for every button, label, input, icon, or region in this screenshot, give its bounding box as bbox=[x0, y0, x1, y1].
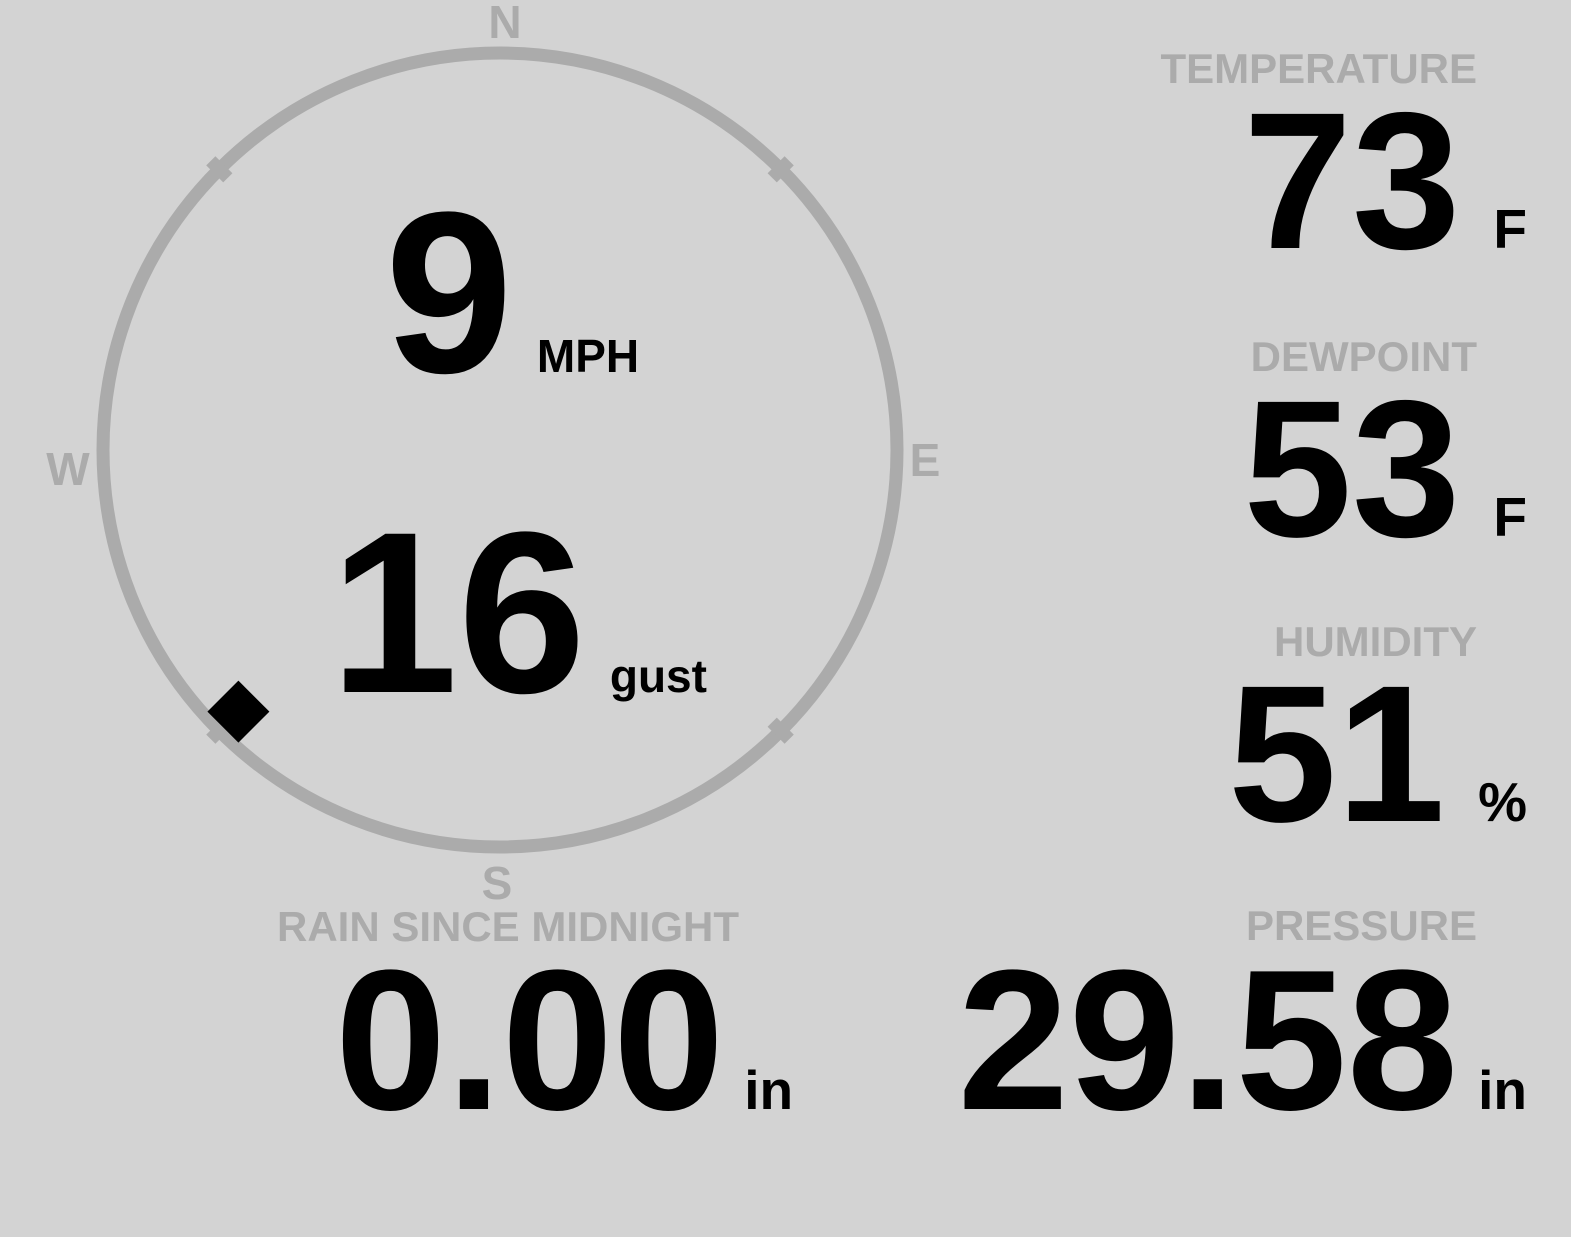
dewpoint-unit: F bbox=[1493, 486, 1527, 548]
dewpoint-value-row: 53 F bbox=[1243, 372, 1527, 567]
rain-unit: in bbox=[744, 1059, 794, 1121]
pressure-value: 29.58 bbox=[957, 929, 1459, 1152]
wind-speed-unit: MPH bbox=[536, 330, 640, 382]
humidity-value-row: 51 % bbox=[1228, 657, 1527, 852]
wind-compass bbox=[96, 46, 904, 854]
cardinal-east: E bbox=[909, 434, 941, 486]
compass-ring bbox=[96, 46, 904, 854]
humidity-block: HUMIDITY 51 % bbox=[1228, 621, 1527, 852]
tick-se bbox=[767, 717, 794, 744]
temperature-value-row: 73 F bbox=[1243, 84, 1527, 279]
temperature-value: 73 bbox=[1243, 72, 1461, 290]
wind-speed: 9 MPH bbox=[385, 178, 639, 408]
temperature-unit: F bbox=[1493, 198, 1527, 260]
cardinal-north: N bbox=[488, 0, 522, 48]
wind-gust-value: 16 bbox=[330, 484, 586, 741]
wind-direction-diamond-icon bbox=[207, 680, 270, 743]
wind-gust-unit: gust bbox=[609, 650, 707, 702]
temperature-block: TEMPERATURE 73 F bbox=[1160, 48, 1527, 279]
wind-gust: 16 gust bbox=[330, 498, 707, 728]
cardinal-west: W bbox=[46, 443, 90, 495]
pressure-unit: in bbox=[1478, 1059, 1527, 1121]
humidity-unit: % bbox=[1478, 771, 1527, 833]
tick-ne bbox=[767, 156, 794, 183]
dewpoint-label: DEWPOINT bbox=[1250, 333, 1477, 380]
cardinal-south: S bbox=[481, 857, 513, 909]
pressure-value-row: 29.58 in bbox=[958, 941, 1527, 1141]
tick-nw bbox=[206, 156, 233, 183]
humidity-label: HUMIDITY bbox=[1274, 618, 1477, 665]
dewpoint-value: 53 bbox=[1243, 360, 1461, 578]
rain-value: 0.00 bbox=[335, 929, 725, 1152]
wind-speed-value: 9 bbox=[385, 164, 513, 421]
rain-label: RAIN SINCE MIDNIGHT bbox=[277, 903, 739, 950]
dewpoint-block: DEWPOINT 53 F bbox=[1243, 336, 1527, 567]
humidity-value: 51 bbox=[1228, 645, 1446, 863]
pressure-label: PRESSURE bbox=[1245, 902, 1477, 949]
rain-value-row: 0.00 in bbox=[335, 941, 793, 1141]
pressure-block: PRESSURE 29.58 in bbox=[958, 905, 1527, 1141]
temperature-label: TEMPERATURE bbox=[1160, 45, 1477, 92]
